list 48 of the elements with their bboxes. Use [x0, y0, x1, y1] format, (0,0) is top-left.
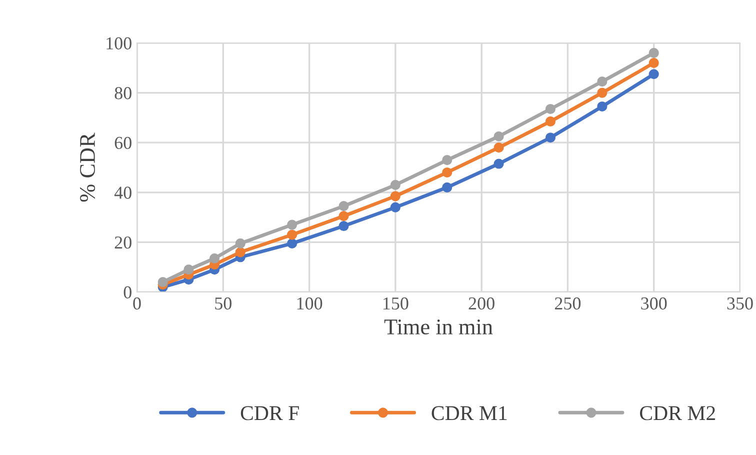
y-tick-label: 40 [114, 186, 132, 199]
y-tick-label: 100 [106, 37, 132, 50]
legend-label: CDR F [240, 406, 299, 420]
point [648, 69, 659, 80]
point [390, 202, 400, 212]
point [494, 131, 504, 142]
x-tick-label: 250 [554, 297, 581, 310]
x-tick-label: 300 [641, 297, 667, 310]
point [597, 76, 608, 87]
point [442, 167, 452, 178]
legend-label: CDR M1 [432, 406, 507, 420]
point [545, 104, 556, 114]
x-tick-label: 50 [215, 297, 232, 310]
point [597, 88, 608, 98]
point [442, 182, 452, 192]
point [209, 253, 220, 264]
point [494, 142, 504, 153]
point [545, 132, 556, 143]
point [390, 180, 400, 190]
point [338, 201, 349, 212]
point [494, 158, 504, 169]
y-tick-label: 80 [114, 87, 132, 100]
point [648, 48, 659, 58]
point [158, 277, 168, 288]
point [390, 191, 400, 202]
point [184, 264, 194, 275]
x-tick-label: 0 [133, 297, 141, 310]
point [235, 247, 246, 258]
point [597, 101, 608, 112]
point [338, 220, 349, 232]
y-tick-label: 20 [114, 236, 132, 249]
x-tick-label: 100 [297, 297, 322, 310]
legend-label: CDR M2 [640, 406, 715, 420]
y-tick-label: 0 [124, 286, 132, 298]
point [287, 230, 298, 240]
y-tick-label: 60 [114, 136, 132, 150]
x-axis-title: Time in min [384, 319, 493, 334]
point [648, 58, 659, 68]
y-axis-title: % CDR [80, 132, 96, 202]
point [545, 116, 556, 126]
point [442, 154, 452, 166]
point [287, 238, 298, 248]
x-tick-label: 200 [468, 297, 494, 310]
point [338, 211, 349, 222]
point [235, 238, 246, 248]
x-tick-label: 350 [727, 297, 753, 310]
x-tick-label: 150 [383, 297, 408, 310]
point [287, 220, 298, 230]
